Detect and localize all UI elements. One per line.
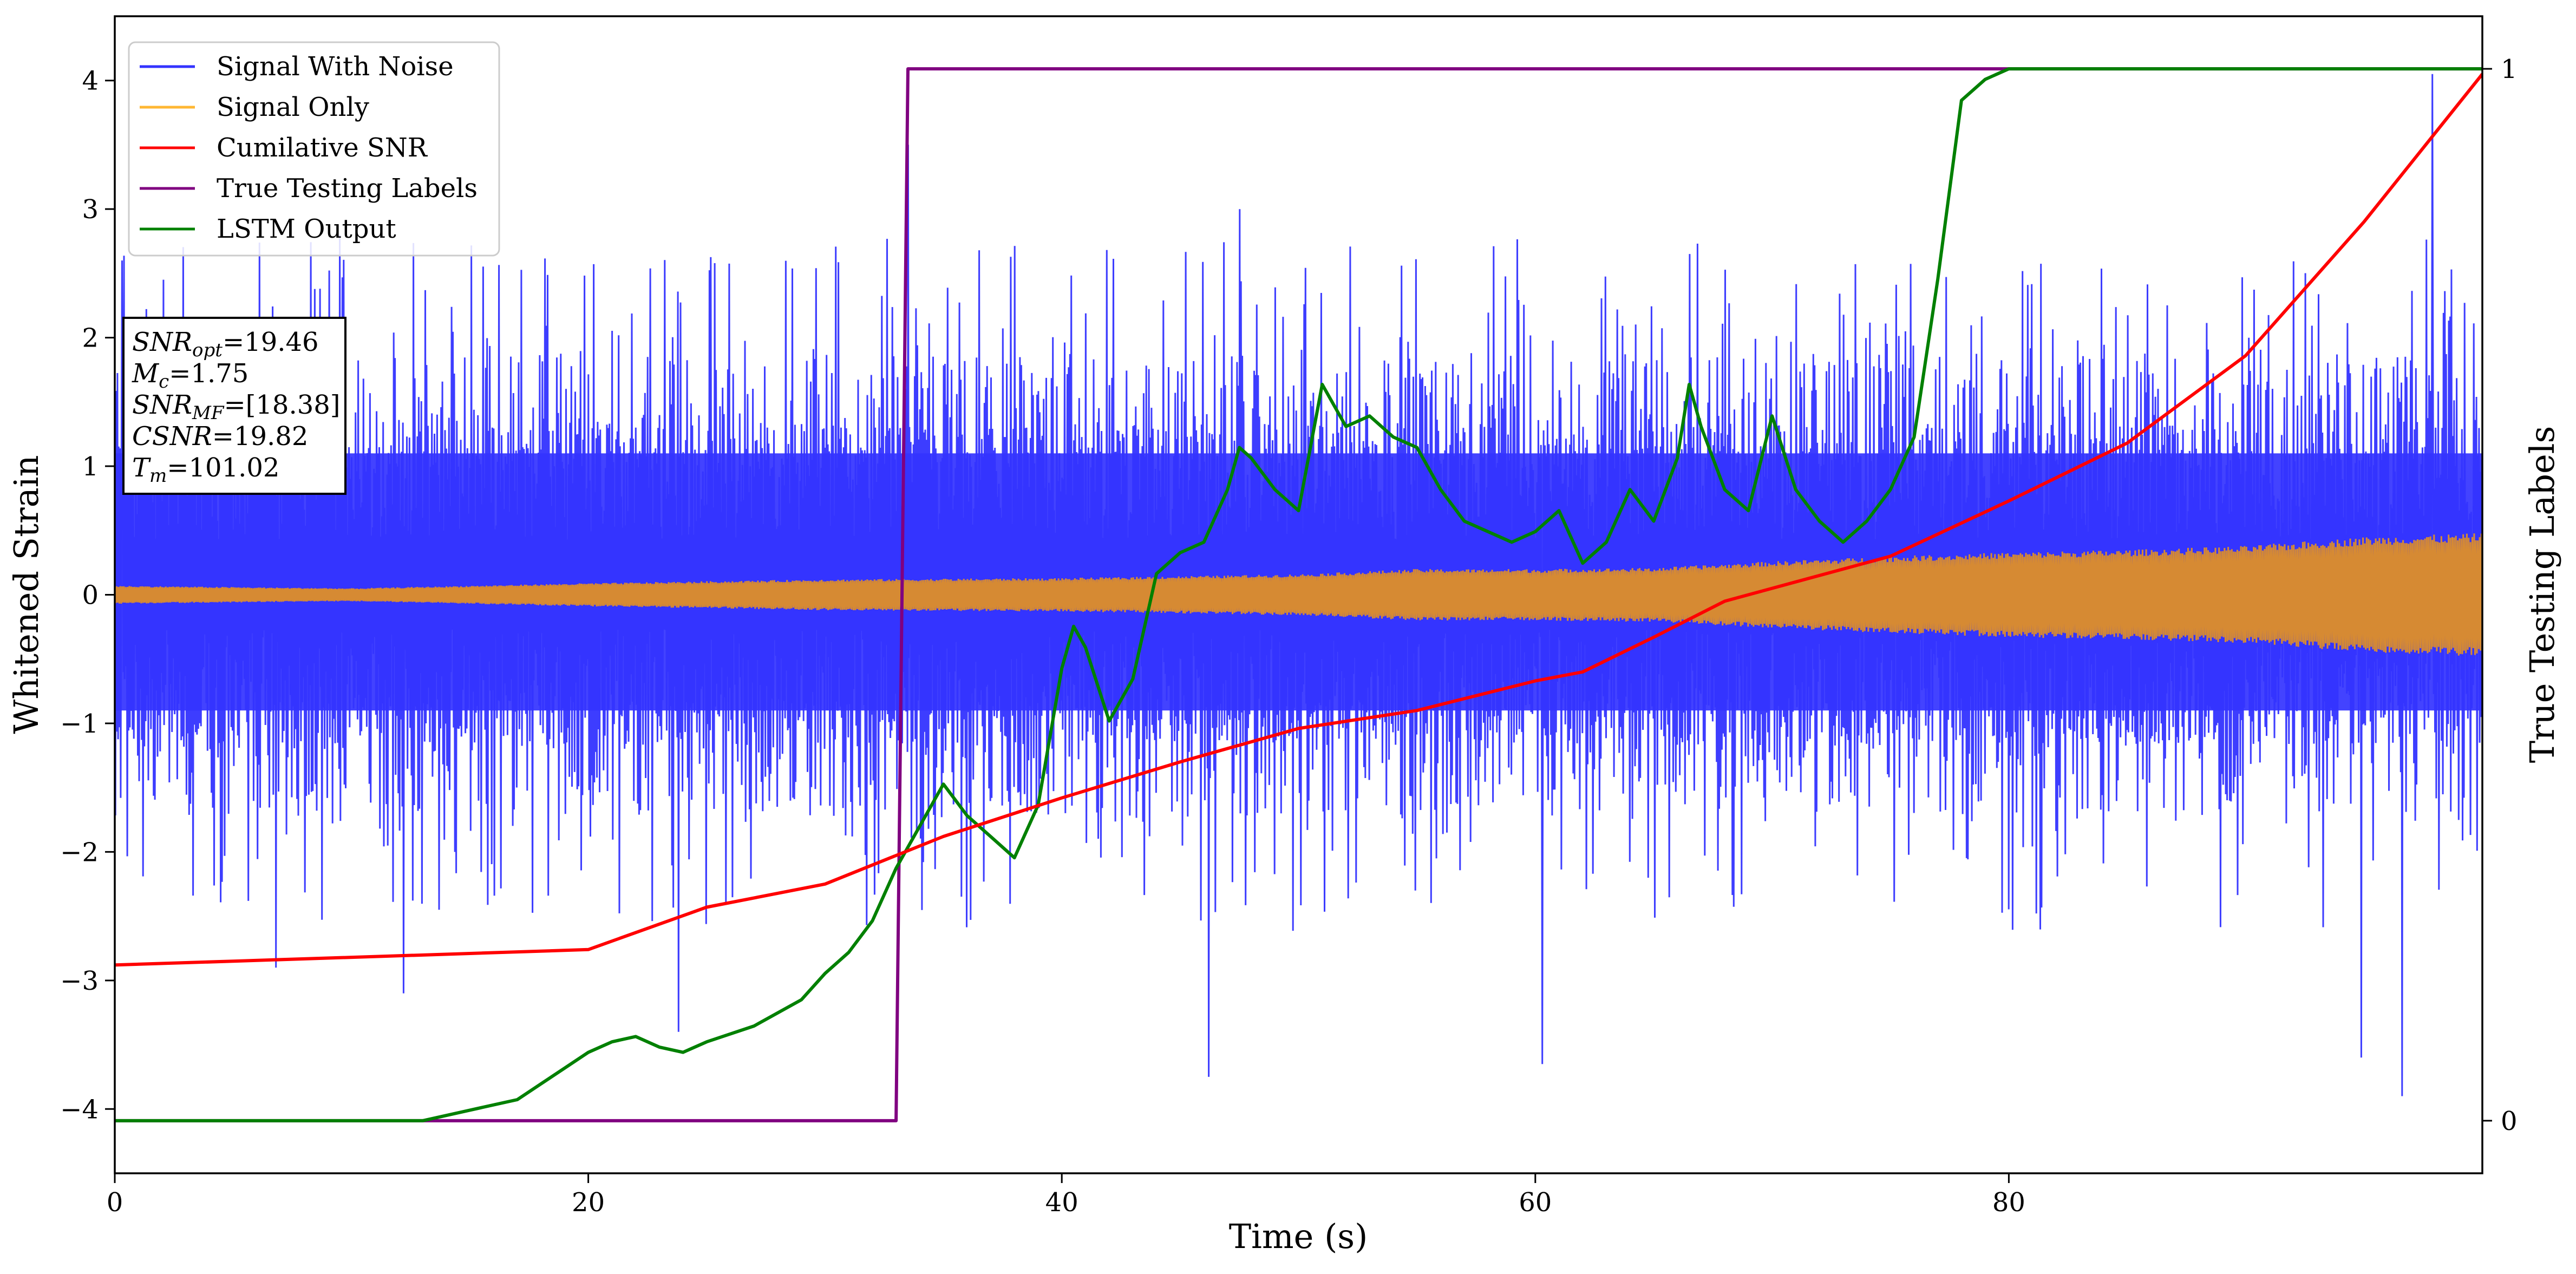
y-tick-label: −4	[60, 1094, 99, 1125]
y2-tick-label: 1	[2501, 54, 2518, 84]
signal-only-line	[115, 533, 2482, 656]
overlay-lines	[115, 67, 2482, 1122]
y-axis-label: Whitened Strain	[6, 455, 46, 734]
legend: Signal With Noise Signal Only Cumilative S…	[128, 41, 500, 257]
legend-frame	[128, 41, 500, 257]
y-tick-label: 3	[82, 194, 99, 225]
x-axis-label: Time (s)	[1229, 1217, 1368, 1256]
annotation-box: SNRopt=19.46Mc=1.75SNRMF=[18.38]CSNR=19.…	[122, 317, 346, 495]
y2-axis-label: True Testing Labels	[2522, 426, 2562, 763]
legend-label: Cumilative SNR	[217, 133, 428, 163]
y2-axis-ticks: 01	[2482, 54, 2518, 1136]
legend-label: Signal Only	[217, 92, 369, 122]
y-tick-label: 1	[82, 452, 99, 482]
annotation-line: SNRopt=19.46	[132, 327, 319, 361]
x-tick-label: 80	[1992, 1187, 2025, 1218]
legend-label: True Testing Labels	[217, 173, 478, 204]
x-tick-label: 20	[572, 1187, 605, 1218]
signal-only-series	[115, 533, 2482, 656]
y-tick-label: −3	[60, 966, 99, 996]
annotation-line: Mc=1.75	[132, 358, 249, 393]
annotation-line: SNRMF=[18.38]	[132, 390, 341, 424]
lstm-output-line	[115, 67, 2482, 1122]
y-tick-label: −1	[60, 709, 99, 739]
legend-label: Signal With Noise	[217, 51, 454, 82]
y-axis-ticks: −4 −3 −2 −1 0 1 2 3 4	[60, 66, 115, 1125]
annotation-line: CSNR=19.82	[132, 421, 308, 452]
annotation-frame	[122, 317, 346, 495]
x-tick-label: 60	[1519, 1187, 1552, 1218]
y2-tick-label: 0	[2501, 1106, 2518, 1136]
y-tick-label: 2	[82, 323, 99, 354]
y-tick-label: −2	[60, 837, 99, 867]
cumilative-snr-line	[115, 73, 2482, 967]
annotation-line: Tm=101.02	[132, 453, 279, 487]
x-tick-label: 0	[107, 1187, 123, 1218]
true-testing-labels-line	[115, 67, 2482, 1122]
y-tick-label: 0	[82, 580, 99, 611]
y-tick-label: 4	[82, 66, 99, 96]
x-axis-ticks: 0 20 40 60 80	[107, 1173, 2025, 1218]
x-tick-label: 40	[1045, 1187, 1078, 1218]
legend-label: LSTM Output	[217, 214, 396, 244]
